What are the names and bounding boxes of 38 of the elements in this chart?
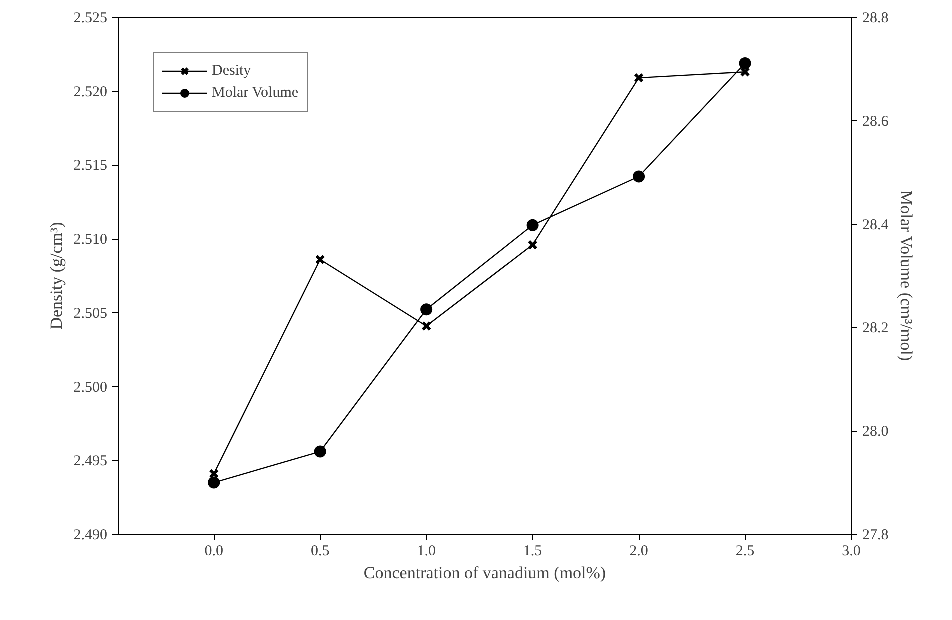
point [633,170,646,183]
point [314,446,326,458]
x-tick-label: 1.5 [523,544,542,560]
y-tick-label: 2.510 [74,232,108,248]
point [634,73,644,84]
y2-axis-title: Molar Volume (cm³/mol) [896,190,916,362]
legend-label: Molar Volume [212,84,299,102]
y2-tick-label: 28.4 [862,217,890,234]
y-tick-label: 2.490 [74,528,108,544]
x-tick-label: 3.0 [842,544,861,560]
x-tick-label: 1.0 [417,544,436,560]
y-tick-label: 2.525 [74,10,108,26]
y-tick-label: 2.515 [74,158,108,174]
x-tick-label: 0.5 [310,544,330,560]
x-tick-label: 0.0 [204,544,224,560]
point [526,219,539,232]
x-tick-label: 2.5 [736,544,755,560]
y2-tick-label: 28.8 [862,10,889,26]
point [209,468,220,479]
point [315,254,326,265]
point [740,67,750,78]
y2-tick-label: 27.8 [862,528,889,544]
y-tick-label: 2.500 [74,380,108,396]
legend-label: Desity [212,62,252,80]
y-tick-label: 2.520 [74,84,108,100]
y-axis-title: Density (g/cm³) [46,222,66,330]
point [739,58,752,70]
y-tick-label: 2.505 [74,306,108,322]
point [528,240,538,250]
x-tick-label: 2.0 [630,544,648,560]
y-tick-label: 2.495 [74,454,108,470]
y2-tick-label: 28.6 [862,114,890,130]
x-axis-title: Concentration of vanadium (mol%) [364,564,606,582]
point [422,321,432,332]
point [420,304,433,316]
y2-tick-label: 28.0 [862,424,889,440]
y2-tick-label: 28.2 [862,320,889,337]
point [208,476,220,489]
